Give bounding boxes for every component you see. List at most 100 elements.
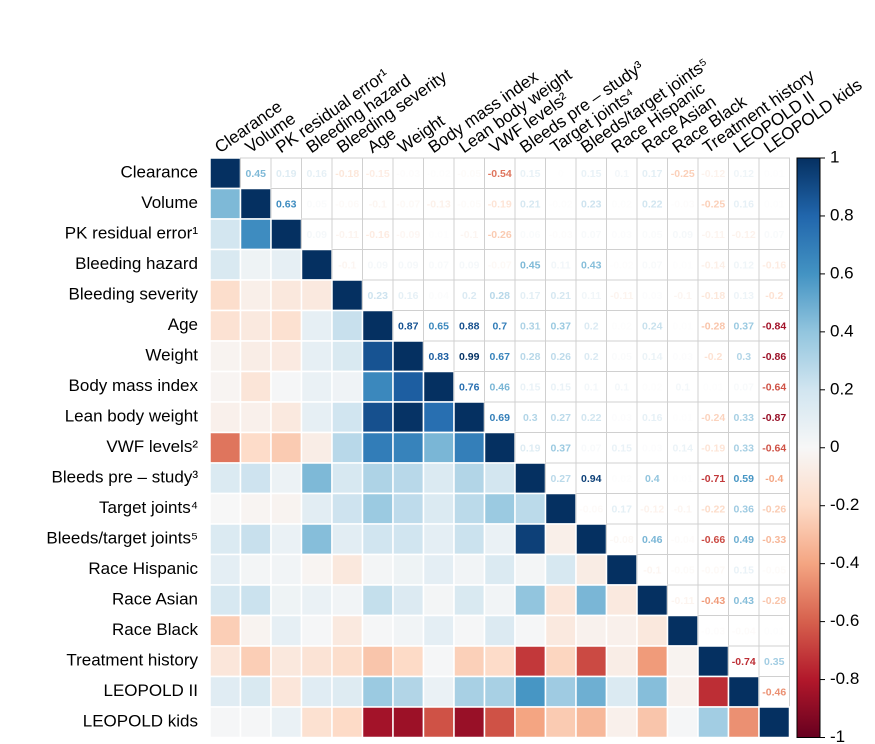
- cell-value: -0.22: [701, 504, 725, 516]
- cell: [300, 584, 333, 617]
- cell: [697, 645, 730, 678]
- cell-value: 0.17: [612, 504, 633, 516]
- cell-value: -0.28: [762, 595, 786, 607]
- cell-value: -0.64: [762, 443, 786, 455]
- cell: [361, 340, 394, 373]
- cell-value: 0.23: [581, 199, 602, 211]
- cell-value: 0.13: [734, 290, 755, 302]
- cell-frame: [758, 462, 790, 494]
- cell-frame: [484, 279, 516, 311]
- cell-frame: [606, 462, 638, 494]
- cell: [422, 401, 455, 434]
- cell-value: 0.15: [581, 168, 602, 180]
- cell-value: 0.2: [462, 290, 477, 302]
- cell-value: 0.05: [307, 199, 328, 211]
- cell-value: 0.45: [520, 260, 541, 272]
- cell-value: 0.27: [551, 412, 572, 424]
- cell-frame: [331, 157, 363, 189]
- cell-frame: [728, 523, 760, 555]
- colorbar-tick-label: 0.4: [830, 321, 854, 340]
- cell-value: -0.11: [671, 595, 695, 607]
- colorbar-tick-label: 0.2: [830, 379, 854, 398]
- cell-frame: [423, 157, 455, 189]
- cell-value: 0.94: [581, 473, 602, 485]
- cell: [239, 614, 272, 647]
- cell-value: -0.33: [762, 534, 786, 546]
- cell: [575, 584, 608, 617]
- cell-value: 0.16: [642, 412, 663, 424]
- cell-value: 0.01: [673, 412, 694, 424]
- cell-frame: [606, 310, 638, 342]
- cell-frame: [667, 340, 699, 372]
- cell-frame: [728, 493, 760, 525]
- cell: [727, 675, 760, 708]
- cell-frame: [636, 462, 668, 494]
- cell-value: 0.14: [673, 443, 694, 455]
- cell-frame: [606, 493, 638, 525]
- cell-value: 0.43: [734, 595, 755, 607]
- cell-value: -0.03: [671, 199, 695, 211]
- cell-frame: [423, 218, 455, 250]
- cell-value: -0.04: [671, 534, 695, 546]
- cell: [239, 706, 272, 739]
- cell-value: -0.74: [732, 656, 756, 668]
- cell-value: 0.19: [520, 443, 541, 455]
- cell-value: 0.2: [584, 351, 599, 363]
- cell: [392, 370, 425, 403]
- cell-frame: [758, 401, 790, 433]
- cell-frame: [667, 493, 699, 525]
- cell: [239, 370, 272, 403]
- cell: [392, 431, 425, 464]
- cell: [300, 492, 333, 525]
- cell: [239, 279, 272, 312]
- cell-frame: [575, 249, 607, 281]
- cell: [605, 675, 638, 708]
- colorbar-tick-label: -0.8: [830, 669, 859, 688]
- cell-value: 0.15: [520, 382, 541, 394]
- row-label: Bleeding severity: [69, 285, 199, 304]
- row-label: Body mass index: [69, 376, 199, 395]
- cell: [239, 401, 272, 434]
- cell: [209, 553, 242, 586]
- cell-value: 0.03: [642, 443, 663, 455]
- cell-value: 0.16: [734, 199, 755, 211]
- cell: [514, 523, 547, 556]
- cell: [392, 614, 425, 647]
- cell-value: 0.28: [520, 351, 541, 363]
- cell: [575, 675, 608, 708]
- cell-value: 0.21: [551, 290, 572, 302]
- cell-frame: [575, 401, 607, 433]
- colorbar-tick-label: 0.8: [830, 205, 854, 224]
- cell: [361, 706, 394, 739]
- cell: [209, 218, 242, 251]
- cell: [239, 553, 272, 586]
- cell-value: 0.09: [459, 260, 480, 272]
- cell-value: 0.59: [734, 473, 755, 485]
- cell-value: -0.15: [366, 168, 390, 180]
- cell-value: -0.07: [396, 199, 420, 211]
- cell-value: -0.1: [369, 199, 387, 211]
- cell-frame: [575, 340, 607, 372]
- cell-frame: [484, 310, 516, 342]
- cell: [239, 675, 272, 708]
- cell-frame: [758, 279, 790, 311]
- cell: [331, 370, 364, 403]
- cell: [331, 462, 364, 495]
- cell-value: -0.11: [610, 290, 634, 302]
- cell-value: 0.3: [523, 412, 538, 424]
- cell: [605, 584, 638, 617]
- cell-frame: [484, 218, 516, 250]
- cell-value: -0.26: [488, 229, 512, 241]
- cell: [361, 614, 394, 647]
- cell: [270, 553, 303, 586]
- cell: [483, 492, 516, 525]
- cell-value: 0.07: [581, 229, 602, 241]
- cell-frame: [667, 218, 699, 250]
- cell-frame: [453, 340, 485, 372]
- cell-value: 0.05: [612, 351, 633, 363]
- cell-frame: [575, 493, 607, 525]
- cell: [239, 309, 272, 342]
- cell: [514, 492, 547, 525]
- cell-value: 0.09: [673, 229, 694, 241]
